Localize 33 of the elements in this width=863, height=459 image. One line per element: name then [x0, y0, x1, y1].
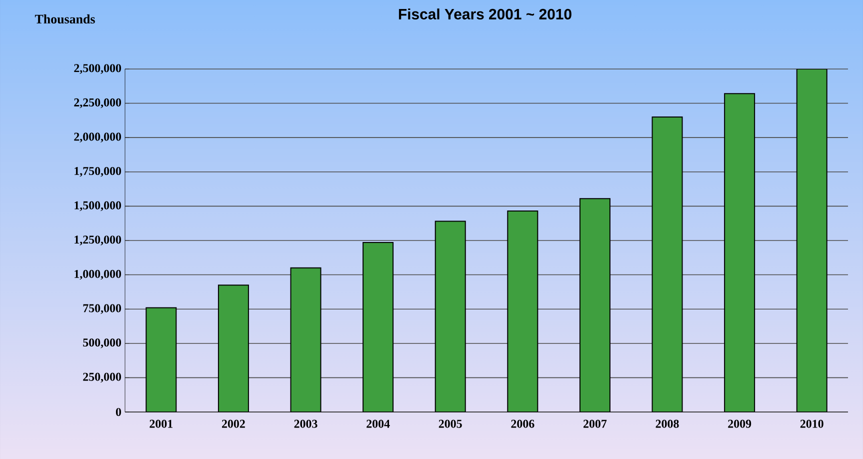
x-tick-label: 2008: [656, 420, 679, 428]
bar: [796, 68, 828, 412]
y-tick-label: 1,000,000: [74, 270, 122, 280]
y-tick-label: 2,500,000: [74, 64, 122, 74]
bar: [218, 284, 249, 412]
bar: [290, 267, 322, 412]
chart-title: Fiscal Years 2001 ~ 2010: [398, 8, 572, 20]
bar: [579, 198, 610, 412]
y-tick-label: 500,000: [83, 338, 122, 348]
x-tick-label: 2009: [728, 420, 752, 428]
y-tick-label: 250,000: [83, 372, 122, 383]
x-tick-label: 2001: [150, 420, 172, 428]
bar: [434, 220, 466, 412]
x-tick-label: 2007: [584, 420, 607, 428]
bar: [724, 93, 756, 412]
y-tick-label: 2,250,000: [74, 98, 122, 108]
x-tick-label: 2010: [800, 420, 824, 428]
x-tick-label: 2005: [438, 420, 462, 428]
y-tick-label: 0: [116, 408, 122, 416]
y-tick-label: 2,000,000: [74, 132, 122, 142]
y-tick-label: 1,500,000: [74, 201, 122, 212]
bar: [507, 210, 538, 412]
x-tick-label: 2004: [366, 420, 390, 428]
y-tick-label: 1,750,000: [74, 166, 122, 177]
y-tick-label: 1,250,000: [74, 236, 122, 246]
bar: [362, 242, 394, 412]
x-tick-label: 2006: [511, 420, 534, 428]
bar: [652, 116, 683, 412]
x-tick-label: 2003: [294, 420, 318, 428]
y-axis-title: Thousands: [34, 14, 95, 24]
y-tick-label: 750,000: [83, 304, 122, 314]
bar: [146, 307, 177, 412]
x-tick-label: 2002: [222, 420, 245, 428]
